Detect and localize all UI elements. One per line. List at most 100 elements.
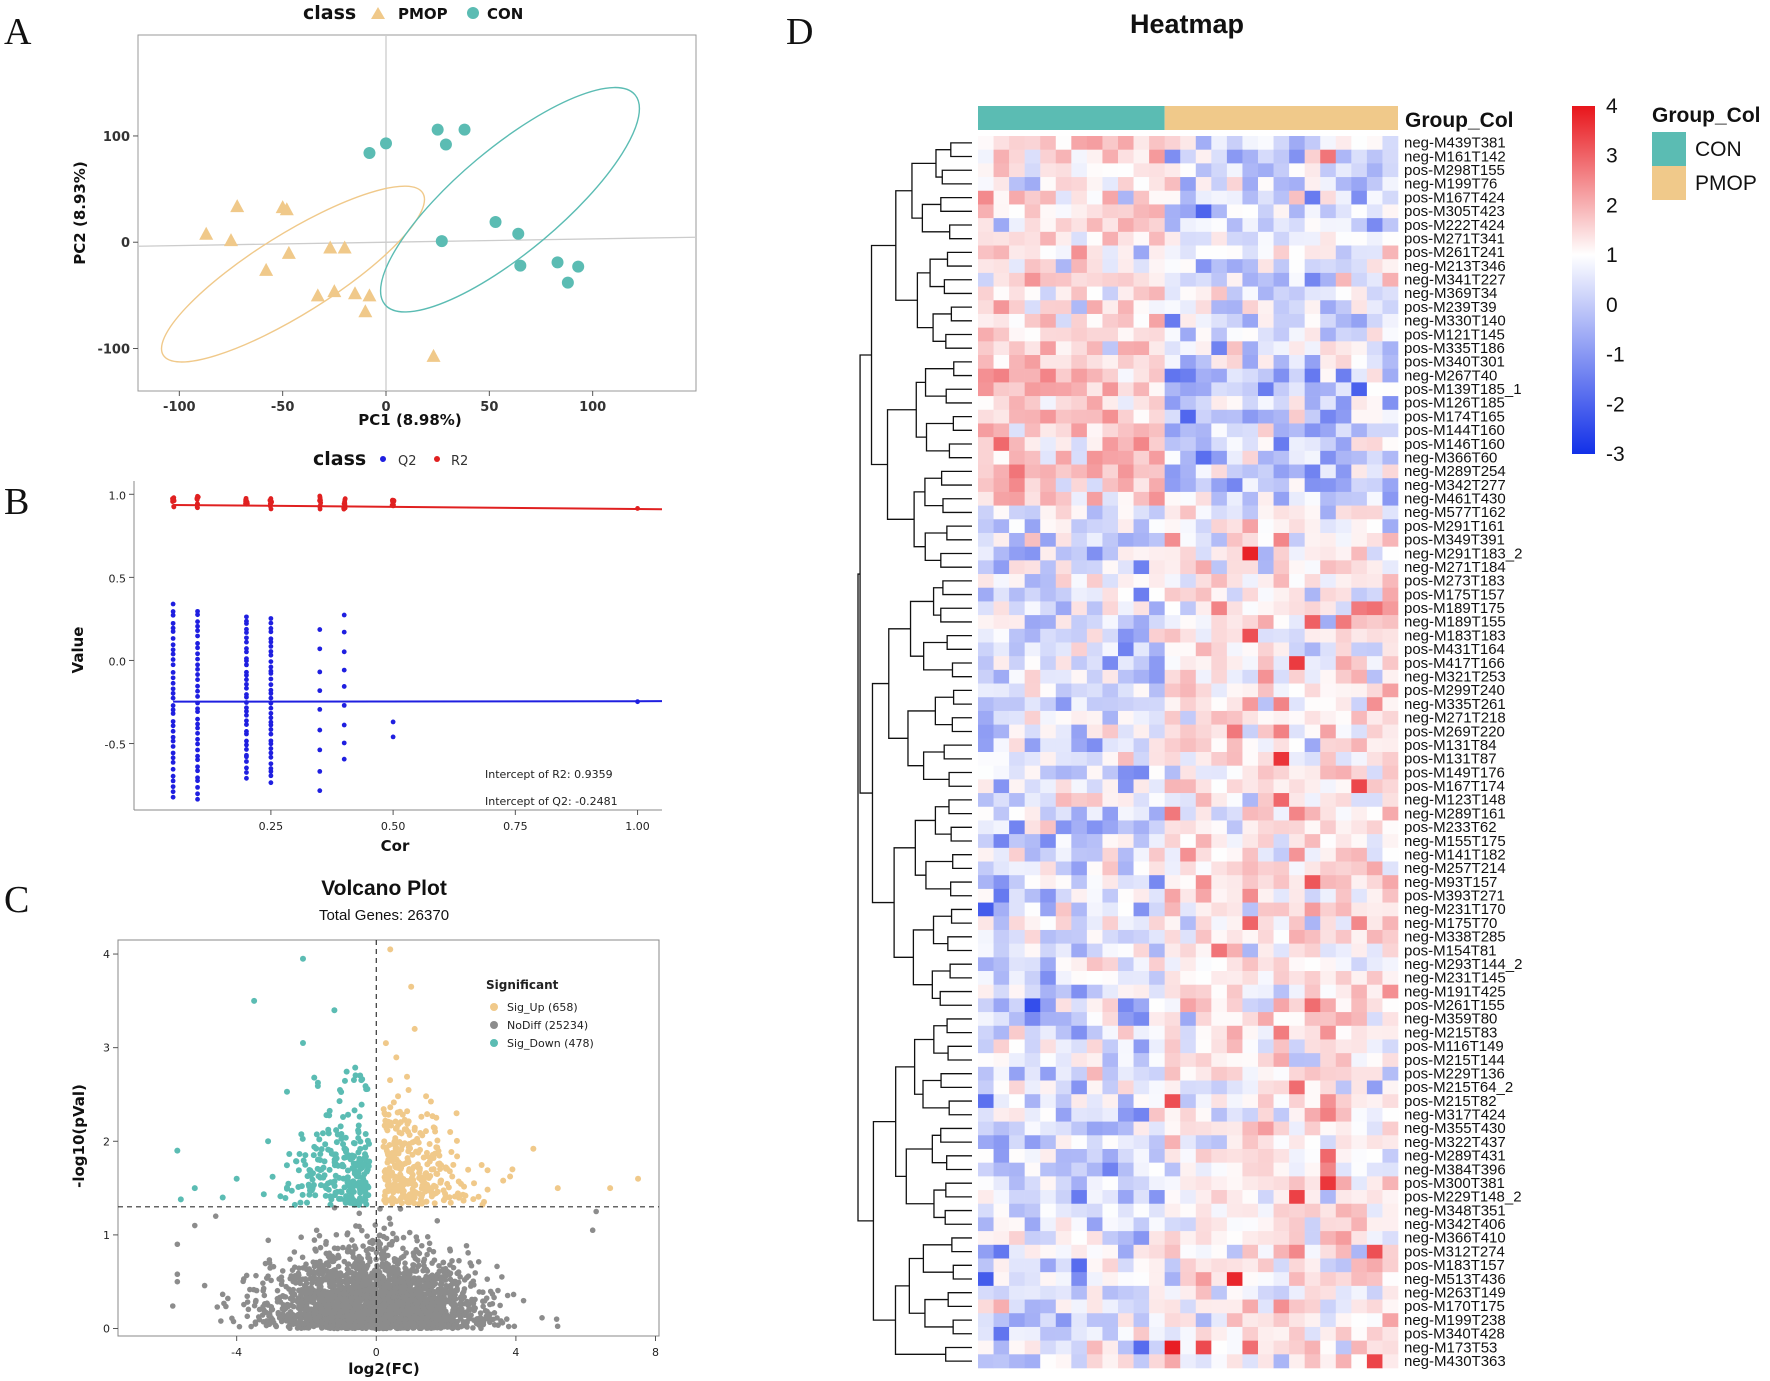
heatmap-cell: [1086, 560, 1103, 575]
pca-point-pmop: [348, 286, 362, 300]
heatmap-cell: [1258, 464, 1274, 479]
heatmap-cell: [1226, 560, 1243, 575]
heatmap-cell: [1289, 300, 1305, 315]
volcano-nodiff-point: [316, 1313, 323, 1320]
heatmap-cell: [1289, 382, 1305, 397]
heatmap-cell: [1164, 204, 1181, 219]
heatmap-cell: [1258, 683, 1274, 698]
heatmap-cell: [1335, 532, 1352, 547]
permutation-q2-point: [317, 747, 323, 753]
heatmap-cell: [1040, 779, 1057, 794]
volcano-nodiff-point: [452, 1296, 459, 1302]
heatmap-cell: [993, 177, 1010, 192]
permutation-q2-point: [268, 780, 274, 786]
volcano-nodiff-point: [446, 1271, 453, 1278]
heatmap-cell: [1242, 601, 1259, 616]
heatmap-cell: [1102, 423, 1119, 438]
heatmap-cell: [1273, 190, 1290, 205]
volcano-nodiff-point: [449, 1280, 456, 1287]
permutation-q2-point: [170, 657, 176, 662]
volcano-nodiff-point: [440, 1259, 447, 1266]
volcano-up-point: [382, 1040, 389, 1047]
heatmap-cell: [1320, 601, 1337, 616]
volcano-nodiff-point: [424, 1268, 431, 1274]
volcano-down-point: [338, 1189, 345, 1196]
heatmap-cell: [1086, 437, 1103, 452]
volcano-up-point: [434, 1144, 441, 1151]
heatmap-cell: [1102, 327, 1119, 342]
heatmap-cell: [1118, 587, 1134, 602]
permutation-q2-point: [170, 620, 176, 626]
heatmap-cell: [1382, 437, 1399, 452]
heatmap-cell: [1024, 437, 1041, 452]
heatmap-cell: [1335, 834, 1352, 849]
volcano-up-point: [413, 1162, 420, 1169]
volcano-nodiff-point: [424, 1251, 430, 1258]
heatmap-cell: [1055, 683, 1072, 698]
heatmap-cell: [1133, 765, 1150, 780]
heatmap-cell: [1055, 218, 1072, 233]
permutation-q2-point: [170, 675, 176, 681]
volcano-nodiff-point: [447, 1276, 454, 1283]
volcano-nodiff-point: [455, 1269, 462, 1275]
volcano-nodiff-point: [362, 1307, 368, 1313]
heatmap-cell: [1242, 259, 1259, 274]
heatmap-cell: [1226, 450, 1243, 465]
heatmap-cell: [1273, 574, 1290, 589]
permutation-q2-point: [170, 625, 176, 631]
heatmap-cell: [1071, 532, 1088, 547]
volcano-nodiff-point: [404, 1269, 410, 1275]
heatmap-cell: [1258, 765, 1274, 780]
heatmap-cell: [978, 710, 994, 725]
heatmap-cell: [1102, 601, 1119, 616]
heatmap-cell: [1366, 464, 1383, 479]
permutation-q2-point: [244, 775, 249, 781]
volcano-up-point: [383, 1125, 390, 1132]
heatmap-cell: [1273, 245, 1290, 260]
heatmap-cell: [1024, 779, 1041, 794]
heatmap-cell: [1102, 779, 1119, 794]
heatmap-cell: [1009, 300, 1025, 315]
volcano-nodiff-point: [369, 1284, 376, 1290]
heatmap-cell: [1180, 505, 1197, 520]
heatmap-cell: [1055, 327, 1072, 342]
heatmap-cell: [1366, 450, 1383, 465]
heatmap-cell: [1242, 300, 1259, 315]
permutation-r2-point: [390, 497, 396, 503]
volcano-up-point: [423, 1198, 430, 1205]
heatmap-cell: [1180, 738, 1197, 753]
heatmap-cell: [1226, 464, 1243, 479]
heatmap-cell: [978, 505, 994, 520]
heatmap-cell: [1258, 382, 1274, 397]
heatmap-cell: [1180, 341, 1197, 356]
volcano-y-tick-label: 2: [103, 1135, 110, 1148]
heatmap-cell: [1195, 300, 1212, 315]
heatmap-cell: [1242, 231, 1259, 246]
volcano-nodiff-point: [429, 1281, 435, 1288]
pca-point-con: [572, 260, 585, 273]
heatmap-cell: [1335, 642, 1352, 657]
volcano-up-point: [387, 946, 394, 953]
volcano-nodiff-point: [400, 1253, 407, 1260]
volcano-nodiff-point: [261, 1307, 267, 1314]
heatmap-cell: [1351, 177, 1368, 192]
volcano-up-point: [445, 1184, 452, 1191]
heatmap-cell: [1133, 752, 1150, 766]
heatmap-cell: [1164, 793, 1181, 808]
heatmap-cell: [1289, 546, 1305, 561]
permutation-q2-point: [170, 734, 176, 740]
volcano-down-point: [356, 1195, 363, 1202]
volcano-nodiff-point: [425, 1289, 432, 1296]
heatmap-cell: [978, 190, 994, 205]
heatmap-cell: [1149, 546, 1165, 561]
volcano-nodiff-point: [355, 1299, 362, 1306]
heatmap-cell: [1009, 752, 1025, 766]
volcano-nodiff-point: [244, 1293, 251, 1300]
heatmap-cell: [1040, 341, 1057, 356]
heatmap-cell: [1320, 272, 1337, 287]
heatmap-cell: [978, 464, 994, 479]
volcano-up-point: [427, 1098, 434, 1105]
heatmap-cell: [1211, 793, 1228, 808]
heatmap-cell: [1086, 204, 1103, 219]
heatmap-cell: [1242, 163, 1259, 178]
